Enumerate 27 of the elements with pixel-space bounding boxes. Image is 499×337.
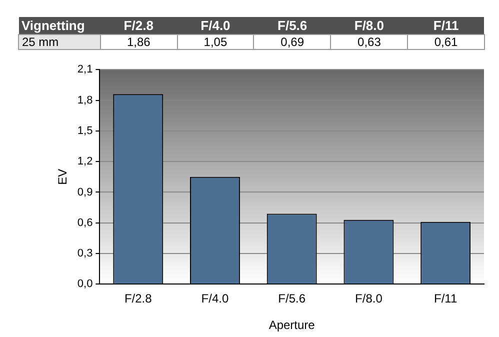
data-label: 0,69 (254, 34, 331, 50)
x-tick-label: F/5.6 (278, 292, 306, 306)
category-label: F/8.0 (354, 18, 384, 33)
category-label: F/5.6 (278, 18, 308, 33)
y-tick-label: 0,6 (77, 216, 93, 229)
y-axis-title: EV (56, 168, 70, 185)
y-tick-label: 2,1 (77, 64, 93, 76)
y-tick-label: 0,9 (77, 186, 93, 198)
category-label: F/11 (433, 18, 459, 33)
y-tick-label: 0,0 (77, 278, 93, 290)
data-label: 1,86 (100, 34, 178, 50)
y-tick-label: 1,8 (77, 94, 93, 106)
chart-title: Vignetting (18, 17, 100, 34)
x-axis-title: Aperture (268, 318, 316, 332)
data-label: 0,63 (330, 34, 408, 50)
y-tick-label: 0,3 (77, 248, 93, 260)
y-tick-label: 1,5 (77, 124, 93, 137)
x-tick-label: F/11 (434, 292, 458, 306)
data-label: 1,05 (177, 34, 254, 50)
category-label: F/4.0 (200, 18, 230, 33)
x-tick-label: F/8.0 (355, 292, 383, 306)
x-tick-label: F/4.0 (201, 292, 229, 306)
x-tick-label: F/2.8 (124, 292, 152, 306)
category-label: F/2.8 (124, 18, 154, 33)
text: 25 mm (18, 34, 100, 50)
y-tick-label: 1,2 (77, 156, 93, 168)
data-label: 0,61 (408, 34, 484, 50)
